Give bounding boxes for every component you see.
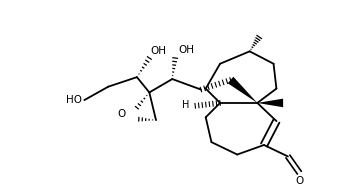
- Text: OH: OH: [150, 46, 166, 56]
- Polygon shape: [228, 77, 257, 103]
- Text: H: H: [182, 100, 189, 110]
- Text: HO: HO: [67, 95, 83, 105]
- Polygon shape: [257, 99, 283, 107]
- Text: O: O: [295, 176, 303, 186]
- Text: OH: OH: [178, 45, 194, 55]
- Text: O: O: [117, 109, 125, 119]
